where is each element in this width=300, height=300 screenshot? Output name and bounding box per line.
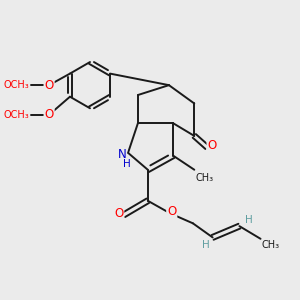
Text: O: O xyxy=(44,79,54,92)
Text: H: H xyxy=(202,240,209,250)
Text: OCH₃: OCH₃ xyxy=(4,80,29,90)
Text: CH₃: CH₃ xyxy=(196,173,214,183)
Text: CH₃: CH₃ xyxy=(262,240,280,250)
Text: H: H xyxy=(244,215,252,225)
Text: OCH₃: OCH₃ xyxy=(4,110,29,120)
Text: N: N xyxy=(118,148,126,161)
Text: O: O xyxy=(167,205,176,218)
Text: H: H xyxy=(123,158,130,169)
Text: O: O xyxy=(44,108,54,121)
Text: O: O xyxy=(114,207,123,220)
Text: O: O xyxy=(207,139,217,152)
